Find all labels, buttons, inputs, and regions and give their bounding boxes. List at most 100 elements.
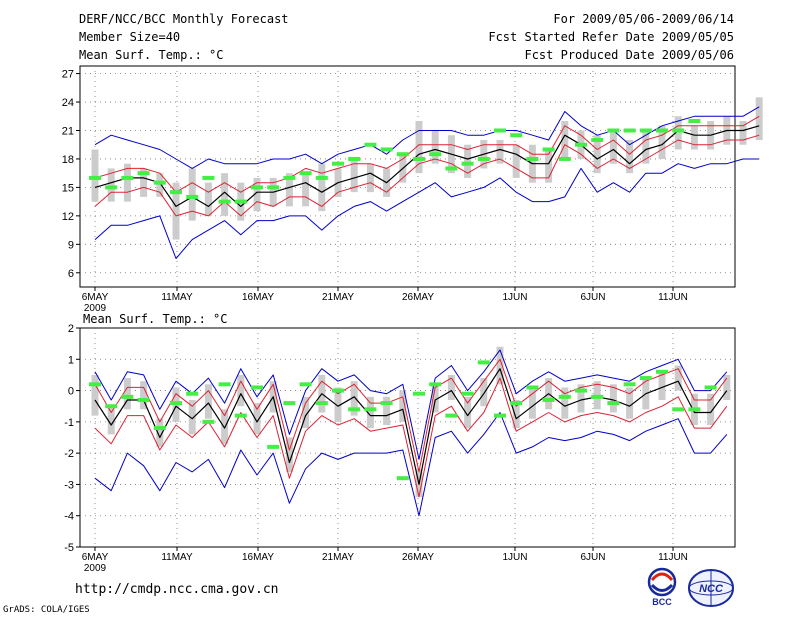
panel-0-spread-box	[156, 173, 164, 197]
panel-0-ytick-label: 6	[68, 268, 74, 280]
panel-1-spread-box	[302, 396, 310, 429]
panel-0-observed-mark	[558, 156, 571, 161]
panel-0-spread-box	[512, 144, 520, 178]
panel-0-spread-box	[140, 168, 148, 197]
bcc-logo: BCC	[647, 567, 677, 606]
panel-1-spread-box	[285, 437, 293, 472]
panel-0-observed-mark	[202, 175, 215, 180]
panel-1-spread-box	[723, 374, 731, 400]
panel-1-spread-box	[626, 387, 634, 419]
panel-1-spread-box	[123, 378, 131, 410]
panel-0-observed-mark	[121, 175, 134, 180]
panel-1-observed-mark	[267, 444, 280, 449]
panel-1-spread-box	[204, 384, 212, 419]
panel-0-observed-mark	[623, 128, 636, 133]
header-member-size: Member Size=40	[79, 30, 181, 44]
panel-0-xtick-label: 16MAY	[242, 292, 274, 303]
panel-1-spread-box	[156, 418, 164, 447]
panel-0-xtick-label: 6JUN	[580, 292, 605, 303]
panel-0-spread-box	[318, 163, 326, 212]
panel-1-observed-mark	[542, 397, 555, 402]
panel-1-observed-mark	[251, 385, 263, 390]
bcc-logo-text: BCC	[652, 597, 672, 606]
panel-1-observed-mark	[413, 391, 425, 396]
panel-1-spread-box	[91, 374, 99, 416]
panel-0-spread-box	[172, 182, 180, 240]
panel-1-observed-mark	[234, 413, 247, 418]
panel-0-observed-mark	[332, 161, 344, 166]
panel-1-ytick-label: 0	[68, 386, 74, 398]
panel-1-xtick-label: 11JUN	[658, 552, 688, 563]
panel-1-observed-mark	[672, 407, 685, 412]
header-variable: Mean Surf. Temp.: °C	[79, 48, 224, 62]
panel-0-observed-mark	[251, 185, 263, 190]
panel-0-spread-box	[285, 173, 293, 207]
panel-1-spread-box	[188, 399, 196, 435]
header-title: DERF/NCC/BCC Monthly Forecast	[79, 12, 289, 26]
panel-1-observed-mark	[429, 382, 442, 387]
panel-0-observed-mark	[170, 190, 182, 195]
panel-0-spread-box	[545, 149, 553, 183]
panel-0-spread-box	[658, 125, 666, 159]
panel-0-spread-box	[690, 125, 698, 150]
panel-0-observed-mark	[542, 147, 555, 152]
panel-0-ytick-label: 18	[62, 154, 74, 166]
panel-1-spread-box	[561, 387, 569, 419]
panel-0-min-line	[94, 158, 760, 259]
ncc-logo-text: NCC	[699, 583, 724, 595]
panel-1-observed-mark	[170, 401, 182, 406]
panel-0-observed-mark	[413, 156, 425, 161]
panel-1-spread-box	[496, 346, 504, 385]
panel-0-ytick-label: 27	[62, 69, 74, 81]
panel-1-observed-mark	[396, 476, 409, 481]
panel-0-spread-box	[188, 168, 196, 221]
panel-0-observed-mark	[364, 142, 377, 147]
panel-0-spread-box	[464, 144, 472, 178]
panel-1-observed-mark	[137, 397, 150, 402]
panel-1-observed-mark	[639, 376, 652, 381]
panel-1-observed-mark	[364, 407, 377, 412]
panel-0-observed-mark	[89, 175, 101, 180]
panel-1-observed-mark	[332, 388, 344, 393]
panel-1-spread-box	[464, 396, 472, 429]
panel-1-spread-box	[350, 381, 358, 416]
panel-1-spread-box	[431, 384, 439, 413]
panel-1-observed-mark	[380, 401, 393, 406]
panel-1-observed-mark	[202, 419, 215, 424]
panel-0-spread-box	[253, 177, 261, 212]
panel-0-observed-mark	[153, 180, 166, 185]
panel-1-observed-mark	[218, 382, 231, 387]
footer-url[interactable]: http://cmdp.ncc.cma.gov.cn	[75, 582, 279, 597]
panel-1-spread-box	[577, 384, 585, 413]
panel-1-observed-mark	[575, 388, 587, 393]
panel-0-observed-mark	[186, 194, 199, 199]
panel-1-spread-box	[480, 378, 488, 407]
panel-0-spread-box	[123, 163, 131, 202]
panel-0-observed-mark	[105, 185, 118, 190]
panel-0-observed-mark	[429, 152, 442, 157]
panel-0-spread-box	[415, 121, 423, 174]
panel-0-spread-box	[561, 121, 569, 159]
panel-0-xtick-label: 26MAY	[402, 292, 434, 303]
panel-1-observed-mark	[299, 382, 312, 387]
panel-1-observed-mark	[704, 385, 717, 390]
panel-1-observed-mark	[121, 394, 134, 399]
panel-0-spread-box	[204, 182, 212, 216]
panel-1-xtick-label: 6JUN	[580, 552, 605, 563]
panel-0-spread-box	[431, 130, 439, 164]
panel-0-spread-box	[107, 168, 115, 202]
panel-0-mean-line	[94, 125, 760, 207]
panel-1-observed-mark	[558, 394, 571, 399]
panel-0-lower-spread-line	[94, 134, 760, 217]
panel-0-observed-mark	[526, 156, 539, 161]
panel-0-observed-mark	[396, 152, 409, 157]
panel-1-spread-box	[383, 396, 391, 425]
panel-1-spread-box	[107, 406, 115, 435]
panel-0-observed-mark	[477, 156, 490, 161]
panel-1-observed-mark	[510, 401, 523, 406]
panel-1-min-line	[94, 412, 728, 517]
panel-0-observed-mark	[607, 128, 620, 133]
panel-0-ytick-label: 21	[62, 125, 74, 137]
panel-1-observed-mark	[89, 382, 101, 387]
